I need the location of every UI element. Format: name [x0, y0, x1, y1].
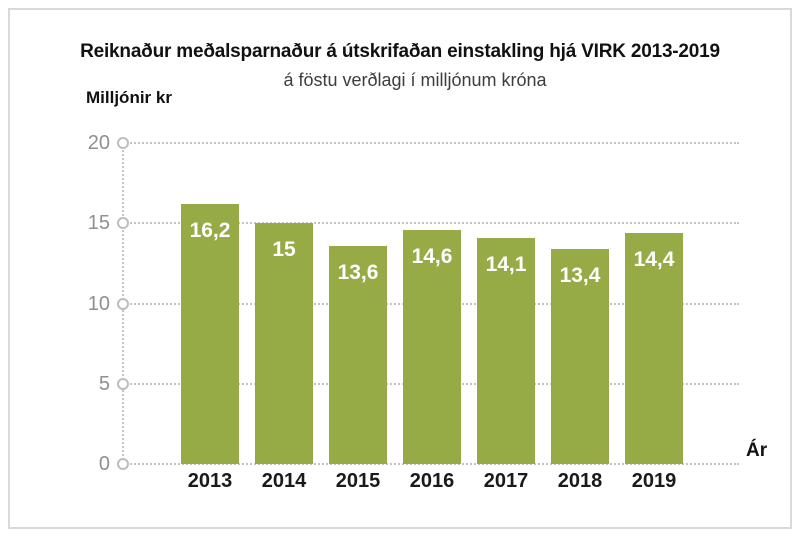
chart-subtitle: á föstu verðlagi í milljónum króna — [283, 70, 547, 90]
chart-title: Reiknaður meðalsparnaður á útskrifaðan e… — [80, 41, 720, 62]
bar-value-label-2016: 14,6 — [411, 245, 453, 268]
gridline-15 — [123, 222, 739, 225]
y-tick-label-10: 10 — [87, 292, 110, 315]
x-axis-title: Ár — [746, 440, 768, 461]
y-tick-label-15: 15 — [87, 212, 110, 235]
x-tick-label-2017: 2017 — [483, 470, 529, 492]
bar-2019: 14,4 — [625, 233, 683, 464]
y-tick-marker-10 — [117, 297, 129, 310]
y-tick-marker-5 — [117, 377, 129, 390]
bar-2017: 14,1 — [477, 238, 535, 464]
y-tick-marker-0 — [117, 458, 129, 470]
bar-2014: 15 — [255, 223, 313, 464]
x-tick-label-2014: 2014 — [261, 470, 307, 492]
y-tick-label-0: 0 — [98, 453, 110, 475]
y-axis-title: Milljónir kr — [86, 88, 172, 107]
bar-value-label-2015: 13,6 — [337, 261, 379, 284]
bar-2016: 14,6 — [403, 230, 461, 464]
x-tick-label-2013: 2013 — [187, 470, 233, 492]
x-tick-label-2019: 2019 — [631, 470, 677, 492]
bar-value-label-2019: 14,4 — [633, 248, 675, 271]
y-tick-marker-15 — [117, 217, 129, 230]
bar-value-label-2018: 13,4 — [559, 264, 601, 287]
x-tick-label-2016: 2016 — [409, 470, 455, 492]
bar-2013: 16,2 — [181, 204, 239, 464]
bar-2018: 13,4 — [551, 249, 609, 464]
y-tick-label-20: 20 — [87, 132, 110, 154]
gridline-20 — [123, 142, 739, 144]
bar-2015: 13,6 — [329, 246, 387, 464]
y-tick-marker-20 — [117, 137, 129, 149]
x-tick-label-2018: 2018 — [557, 470, 603, 492]
y-tick-label-5: 5 — [98, 372, 110, 395]
bar-value-label-2014: 15 — [272, 238, 296, 261]
bar-value-label-2017: 14,1 — [485, 253, 527, 276]
x-tick-label-2015: 2015 — [335, 470, 381, 492]
bar-value-label-2013: 16,2 — [189, 219, 231, 242]
gridline-0 — [123, 463, 739, 465]
